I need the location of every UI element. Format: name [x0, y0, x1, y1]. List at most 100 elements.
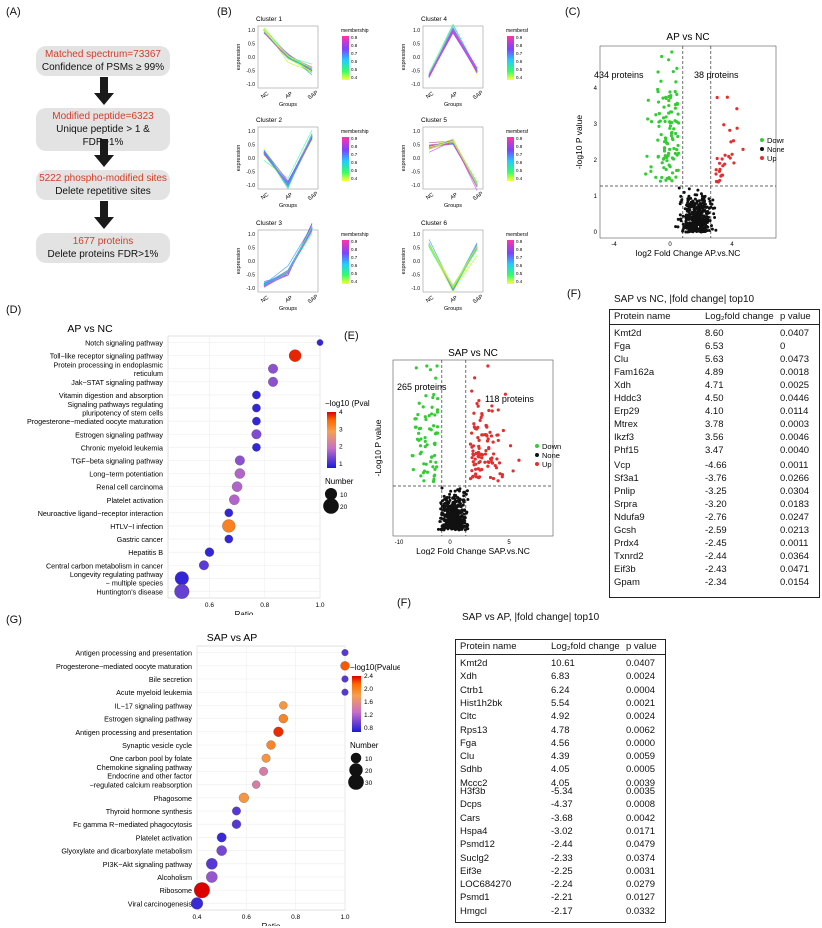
bubble-point [252, 403, 261, 413]
point-up [470, 456, 474, 460]
point-none [463, 516, 467, 520]
point-down [662, 147, 667, 151]
legend-tick: 0.7 [351, 51, 358, 56]
fold-change-cell: -2.33 [551, 852, 573, 864]
point-none [696, 217, 700, 221]
chart-title: AP vs NC [67, 323, 113, 335]
point-down [431, 465, 435, 469]
y-axis-label: expression [401, 145, 407, 172]
cluster-line [428, 29, 478, 74]
legend-title: membership [506, 129, 528, 135]
point-none [710, 227, 714, 231]
category-label: Estrogen signaling pathway [104, 715, 192, 724]
point-up [490, 456, 494, 460]
point-none [711, 198, 715, 202]
bubble-point [206, 858, 218, 870]
cluster-frame [422, 229, 484, 293]
point-up [727, 154, 731, 159]
table-row: Hspa4 -3.02 0.0171 [456, 826, 665, 838]
table-row: Xdh 6.83 0.0024 [456, 671, 665, 683]
point-none [696, 188, 700, 192]
point-none [441, 508, 445, 512]
fold-change-cell: 4.05 [551, 777, 570, 789]
x-tick-label: 0.6 [242, 914, 251, 921]
cluster-line [263, 28, 313, 72]
fold-change-cell: -3.76 [705, 473, 727, 484]
cluster-line [263, 228, 313, 288]
point-down [667, 151, 671, 155]
point-none [453, 489, 457, 493]
fold-change-cell: 4.50 [705, 393, 724, 404]
p-value-cell: 0.0011 [780, 460, 809, 471]
p-value-cell: 0.0266 [780, 473, 810, 484]
point-none [687, 194, 691, 198]
point-none [701, 221, 705, 225]
point-up [486, 464, 490, 468]
category-label: Synaptic vesicle cycle [122, 741, 192, 750]
cluster-line [428, 27, 478, 76]
fold-change-cell: -3.25 [705, 486, 727, 497]
header-divider [456, 654, 665, 655]
cluster-line [428, 142, 478, 187]
y-tick-label: 0.0 [248, 55, 255, 61]
cluster-line [428, 28, 478, 77]
flow-step-count: Matched spectrum=73367 [45, 49, 161, 60]
point-up [474, 472, 478, 476]
point-none [442, 494, 446, 498]
cluster-line [428, 31, 478, 76]
point-up [717, 161, 722, 165]
table-row: Hddc3 4.50 0.0446 [610, 393, 819, 405]
y-tick-label: 0.0 [413, 156, 420, 162]
down-arrow-icon [94, 201, 114, 229]
cluster-line [263, 223, 313, 286]
point-none [695, 210, 699, 214]
cluster-line [428, 141, 478, 186]
point-up [730, 152, 734, 156]
point-down [417, 438, 421, 443]
bubble-point [198, 560, 209, 571]
category-label: Hepatitis B [128, 548, 163, 557]
point-none [455, 520, 459, 524]
point-none [465, 489, 469, 493]
cluster-line [428, 245, 478, 289]
legend-tick: 0.5 [351, 271, 358, 276]
point-none [678, 213, 682, 217]
x-tick-label: NC [425, 295, 435, 304]
cluster-title: Cluster 2 [256, 117, 282, 124]
point-none [690, 224, 694, 228]
category-label: IL−17 signaling pathway [115, 701, 193, 710]
p-value-cell: 0.0025 [780, 380, 810, 391]
point-none [453, 508, 457, 512]
point-down [414, 366, 418, 370]
color-legend-tick: 4 [339, 409, 343, 416]
y-tick-label: 1.0 [413, 28, 420, 34]
legend-tick: 0.5 [516, 67, 523, 72]
point-down [668, 126, 672, 130]
point-none [462, 494, 466, 498]
bubble-point [251, 429, 262, 440]
fold-change-cell: 3.47 [705, 445, 724, 456]
cluster-line [428, 245, 478, 290]
point-down [675, 120, 679, 124]
point-down [668, 147, 672, 151]
cluster-line [428, 140, 478, 186]
legend-tick: 0.8 [351, 43, 358, 48]
table-row: Phf15 3.47 0.0040 [610, 445, 819, 457]
panel-label-c: (C) [565, 6, 581, 18]
table-row: Pnlip -3.25 0.0304 [610, 486, 819, 498]
protein-name-cell: Xdh [614, 380, 631, 391]
point-up [720, 157, 724, 161]
point-down [423, 415, 427, 419]
p-value-cell: 0.0374 [626, 852, 656, 864]
cluster-line [428, 30, 478, 76]
category-label: Chemokine signaling pathway [97, 763, 193, 772]
y-tick-label: 1.0 [248, 232, 255, 238]
panel-label-e: (E) [344, 330, 359, 342]
p-value-cell: 0.0024 [626, 671, 656, 683]
legend-tick: 0.9 [351, 136, 358, 141]
size-legend-marker [348, 774, 364, 790]
category-label: − multiple species [106, 579, 164, 588]
x-tick-label: AP [449, 295, 459, 304]
point-none [462, 500, 466, 504]
chart-title: SAP vs AP [207, 632, 258, 644]
